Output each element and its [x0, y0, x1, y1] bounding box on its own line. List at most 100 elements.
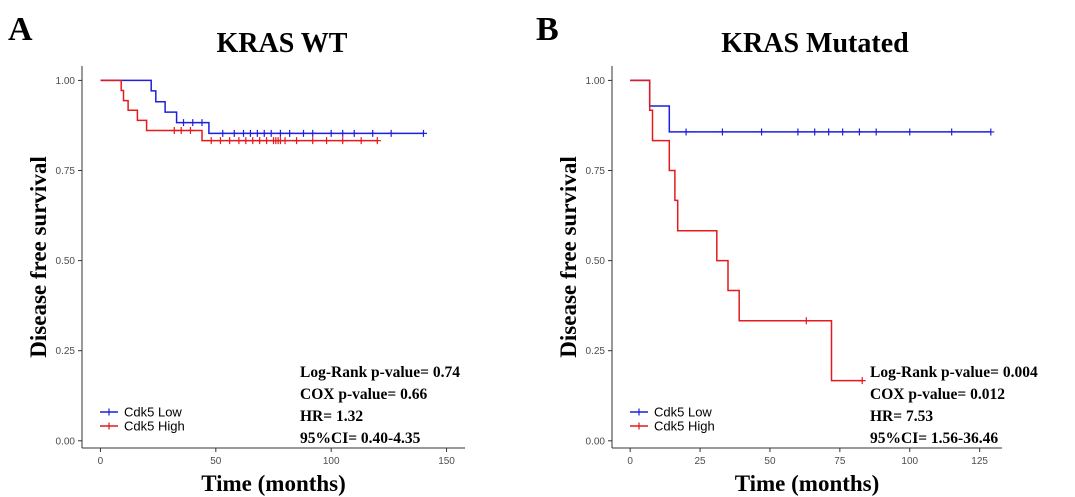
- censor-mark: [350, 129, 358, 137]
- censor-mark: [323, 137, 331, 145]
- y-tick-label: 0.75: [56, 166, 76, 177]
- y-axis-label: Disease free survival: [26, 156, 51, 357]
- x-tick-label: 100: [901, 456, 918, 467]
- stats-line: HR= 7.53: [870, 408, 933, 425]
- y-tick-label: 0.75: [586, 166, 606, 177]
- censor-mark: [242, 137, 250, 145]
- km-plot-kras-mutated: B KRAS Mutated 0.00 0.25 0.50 0.75 1.00 0 25 50 75…: [536, 11, 1038, 496]
- censor-mark: [855, 128, 863, 136]
- survival-curve-cdk5-high: [630, 79, 863, 382]
- censor-mark: [177, 127, 185, 135]
- censor-mark: [794, 128, 802, 136]
- censor-mark: [180, 119, 188, 127]
- censor-mark: [189, 119, 197, 127]
- censor-mark: [170, 127, 178, 135]
- censor-mark: [216, 137, 224, 145]
- legend-label: Cdk5 High: [124, 419, 185, 434]
- x-tick-label: 75: [834, 456, 846, 467]
- chart-panel-b: B KRAS Mutated 0.00 0.25 0.50 0.75 1.00 0 25 50 75…: [530, 0, 1067, 497]
- x-tick-label: 50: [764, 456, 776, 467]
- stats-line: COX p-value= 0.66: [300, 386, 427, 403]
- x-tick-label: 150: [438, 456, 455, 467]
- y-tick-label: 0.25: [56, 346, 76, 357]
- stats-line: Log-Rank p-value= 0.74: [300, 364, 460, 381]
- x-axis-label: Time (months): [201, 471, 346, 496]
- y-axis-label: Disease free survival: [556, 156, 581, 357]
- series-group: [100, 79, 381, 145]
- stats-line: Log-Rank p-value= 0.004: [870, 364, 1038, 381]
- stats-line: HR= 1.32: [300, 408, 363, 425]
- censor-mark: [682, 128, 690, 136]
- censor-mark: [219, 129, 227, 137]
- censor-mark: [906, 128, 914, 136]
- censor-mark: [281, 137, 289, 145]
- censor-mark: [309, 129, 317, 137]
- legend-label: Cdk5 Low: [654, 405, 712, 420]
- chart-title: KRAS WT: [217, 28, 348, 59]
- y-tick-label: 1.00: [586, 76, 606, 87]
- censor-mark: [309, 137, 317, 145]
- censor-mark: [226, 137, 234, 145]
- censor-mark: [240, 129, 248, 137]
- censor-mark: [293, 137, 301, 145]
- censor-mark: [276, 129, 284, 137]
- survival-curve-cdk5-low: [630, 79, 991, 133]
- censor-mark: [207, 137, 215, 145]
- series-group: [630, 79, 995, 136]
- x-tick-label: 0: [98, 456, 104, 467]
- censor-mark: [811, 128, 819, 136]
- stats-line: COX p-value= 0.012: [870, 386, 1005, 403]
- censor-mark: [758, 128, 766, 136]
- censor-mark: [948, 128, 956, 136]
- y-tick-label: 0.50: [586, 256, 606, 267]
- y-tick-label: 0.00: [56, 436, 76, 447]
- y-tick-label: 0.50: [56, 256, 76, 267]
- censor-mark: [357, 137, 365, 145]
- censor-mark: [246, 129, 254, 137]
- censor-mark: [369, 129, 377, 137]
- censor-mark: [339, 137, 347, 145]
- censor-mark: [858, 377, 866, 385]
- censor-mark: [802, 317, 810, 325]
- censor-mark: [825, 128, 833, 136]
- x-tick-label: 125: [971, 456, 988, 467]
- x-tick-label: 100: [323, 456, 340, 467]
- censor-mark: [299, 129, 307, 137]
- survival-curve-cdk5-high: [100, 79, 378, 142]
- legend-label: Cdk5 High: [654, 419, 715, 434]
- censor-mark: [198, 119, 206, 127]
- panel-letter: A: [8, 11, 33, 48]
- censor-mark: [260, 129, 268, 137]
- censor-mark: [186, 127, 194, 135]
- x-tick-label: 0: [627, 456, 633, 467]
- censor-mark: [263, 137, 271, 145]
- x-tick-label: 50: [210, 456, 222, 467]
- x-tick-label: 25: [695, 456, 707, 467]
- chart-title: KRAS Mutated: [721, 28, 909, 59]
- censor-mark: [387, 129, 395, 137]
- chart-panel-a: A KRAS WT 0.00 0.25 0.50 0.75 1.00 0 50 100 150 Tim…: [0, 0, 537, 497]
- censor-mark: [872, 128, 880, 136]
- censor-mark: [339, 129, 347, 137]
- censor-mark: [267, 129, 275, 137]
- censor-mark: [256, 137, 264, 145]
- censor-mark: [230, 129, 238, 137]
- series-group: [100, 79, 427, 137]
- y-tick-label: 0.00: [586, 436, 606, 447]
- censor-mark: [286, 129, 294, 137]
- censor-mark: [235, 137, 243, 145]
- series-group: [630, 79, 866, 385]
- censor-mark: [419, 129, 427, 137]
- stats-line: 95%CI= 1.56-36.46: [870, 430, 998, 447]
- legend-label: Cdk5 Low: [124, 405, 182, 420]
- censor-mark: [987, 128, 995, 136]
- stats-line: 95%CI= 0.40-4.35: [300, 430, 421, 447]
- y-tick-label: 1.00: [56, 76, 76, 87]
- censor-mark: [249, 137, 257, 145]
- panel-letter: B: [536, 11, 559, 48]
- x-axis-label: Time (months): [735, 471, 880, 496]
- censor-mark: [839, 128, 847, 136]
- km-plot-kras-wt: A KRAS WT 0.00 0.25 0.50 0.75 1.00 0 50 100 150 Tim…: [8, 11, 465, 496]
- censor-mark: [373, 137, 381, 145]
- censor-mark: [718, 128, 726, 136]
